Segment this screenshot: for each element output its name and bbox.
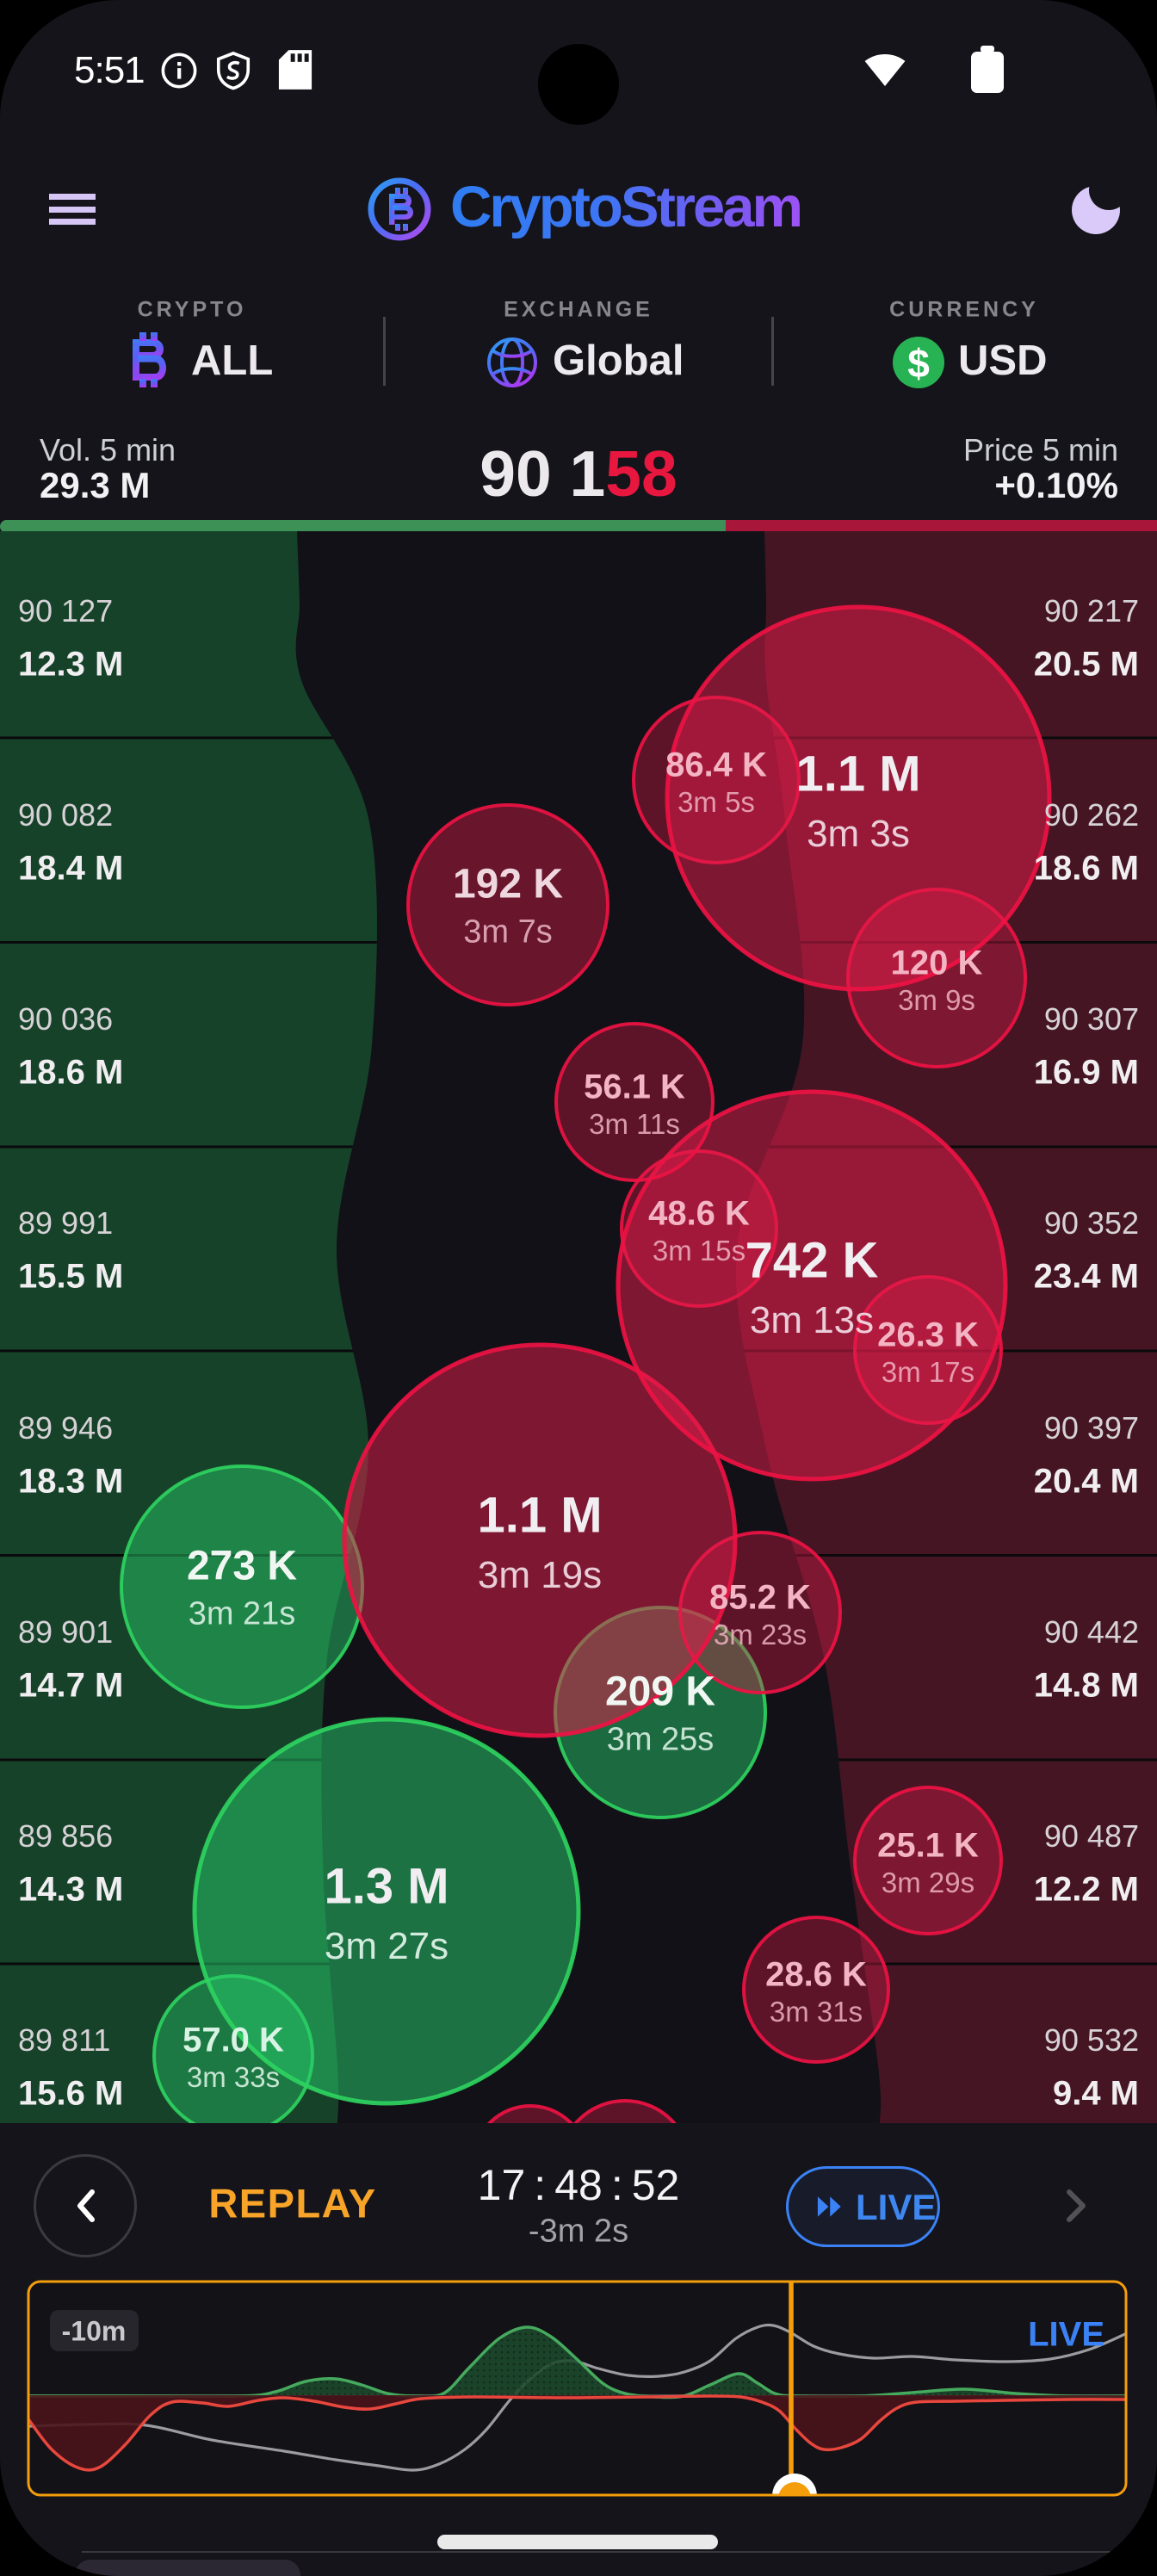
svg-text:$: $ — [907, 341, 930, 386]
